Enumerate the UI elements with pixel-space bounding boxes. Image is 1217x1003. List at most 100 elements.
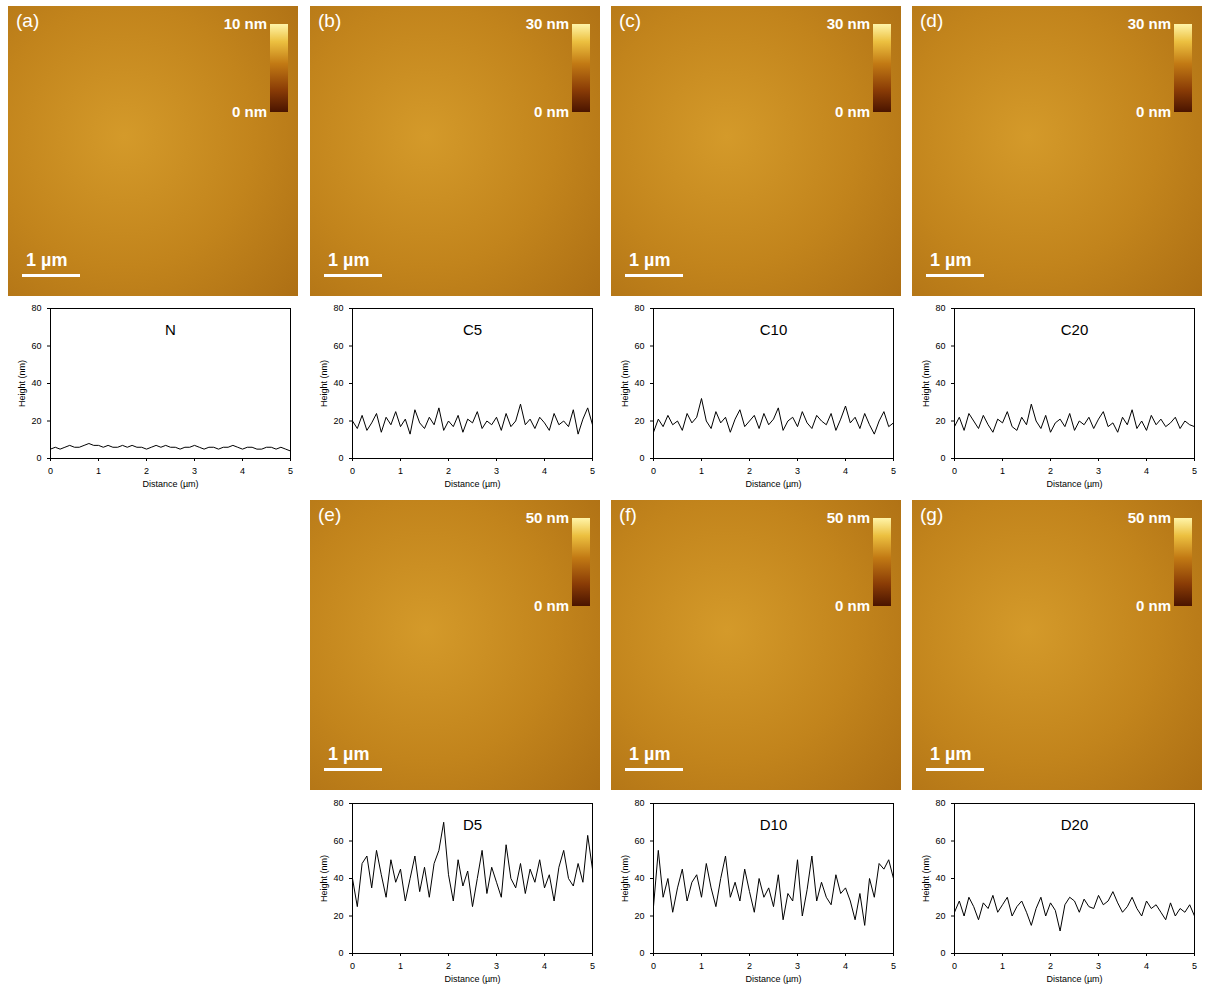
svg-text:Distance (µm): Distance (µm) [1046, 974, 1102, 984]
svg-text:Height (nm): Height (nm) [620, 360, 630, 407]
svg-text:Distance (µm): Distance (µm) [745, 479, 801, 489]
svg-text:3: 3 [795, 466, 800, 476]
svg-text:Distance (µm): Distance (µm) [745, 974, 801, 984]
svg-text:1: 1 [1000, 961, 1005, 971]
svg-text:2: 2 [446, 961, 451, 971]
svg-text:20: 20 [935, 911, 945, 921]
svg-text:20: 20 [333, 911, 343, 921]
svg-text:Height (nm): Height (nm) [921, 855, 931, 902]
svg-text:1: 1 [96, 466, 101, 476]
svg-text:5: 5 [891, 961, 896, 971]
svg-text:Height (nm): Height (nm) [921, 360, 931, 407]
svg-text:2: 2 [144, 466, 149, 476]
svg-text:D20: D20 [1061, 816, 1089, 833]
svg-text:20: 20 [634, 416, 644, 426]
svg-text:Distance (µm): Distance (µm) [444, 479, 500, 489]
svg-text:80: 80 [333, 303, 343, 313]
svg-text:4: 4 [843, 961, 848, 971]
svg-text:40: 40 [333, 873, 343, 883]
svg-text:4: 4 [1144, 466, 1149, 476]
svg-text:3: 3 [494, 466, 499, 476]
svg-text:4: 4 [1144, 961, 1149, 971]
svg-text:0: 0 [639, 948, 644, 958]
svg-text:40: 40 [935, 873, 945, 883]
svg-text:3: 3 [1096, 961, 1101, 971]
svg-text:60: 60 [31, 341, 41, 351]
svg-text:1: 1 [699, 961, 704, 971]
svg-text:5: 5 [590, 466, 595, 476]
svg-text:4: 4 [542, 466, 547, 476]
svg-text:N: N [165, 321, 176, 338]
svg-text:80: 80 [333, 798, 343, 808]
svg-text:Height (nm): Height (nm) [319, 360, 329, 407]
svg-text:4: 4 [240, 466, 245, 476]
svg-text:60: 60 [333, 341, 343, 351]
svg-text:5: 5 [891, 466, 896, 476]
svg-text:Distance (µm): Distance (µm) [1046, 479, 1102, 489]
svg-text:5: 5 [590, 961, 595, 971]
svg-text:4: 4 [542, 961, 547, 971]
svg-text:1: 1 [398, 466, 403, 476]
svg-text:60: 60 [333, 836, 343, 846]
svg-text:40: 40 [634, 873, 644, 883]
svg-text:0: 0 [940, 453, 945, 463]
svg-text:80: 80 [634, 798, 644, 808]
svg-text:3: 3 [192, 466, 197, 476]
svg-text:40: 40 [333, 378, 343, 388]
svg-text:Distance (µm): Distance (µm) [444, 974, 500, 984]
svg-text:40: 40 [935, 378, 945, 388]
svg-text:1: 1 [398, 961, 403, 971]
svg-text:0: 0 [350, 961, 355, 971]
svg-text:0: 0 [651, 961, 656, 971]
svg-text:60: 60 [634, 341, 644, 351]
svg-text:3: 3 [795, 961, 800, 971]
svg-text:Height (nm): Height (nm) [620, 855, 630, 902]
svg-text:0: 0 [639, 453, 644, 463]
html-text:(a): (a) [16, 10, 40, 31]
svg-text:C20: C20 [1061, 321, 1089, 338]
svg-text:60: 60 [935, 341, 945, 351]
svg-text:0: 0 [952, 961, 957, 971]
svg-text:0: 0 [350, 466, 355, 476]
svg-text:5: 5 [1192, 466, 1197, 476]
svg-text:0: 0 [338, 948, 343, 958]
svg-text:20: 20 [634, 911, 644, 921]
svg-text:40: 40 [31, 378, 41, 388]
svg-text:4: 4 [843, 466, 848, 476]
svg-text:80: 80 [31, 303, 41, 313]
svg-text:C5: C5 [463, 321, 482, 338]
svg-text:0: 0 [338, 453, 343, 463]
svg-text:C10: C10 [760, 321, 788, 338]
svg-text:2: 2 [747, 466, 752, 476]
svg-text:Distance (µm): Distance (µm) [142, 479, 198, 489]
svg-text:0: 0 [48, 466, 53, 476]
svg-text:0: 0 [651, 466, 656, 476]
svg-text:0: 0 [952, 466, 957, 476]
svg-text:2: 2 [747, 961, 752, 971]
svg-text:60: 60 [634, 836, 644, 846]
html-text:(b): (b) [318, 10, 342, 31]
svg-text:80: 80 [935, 798, 945, 808]
svg-text:Height (nm): Height (nm) [319, 855, 329, 902]
svg-text:0: 0 [940, 948, 945, 958]
svg-text:2: 2 [446, 466, 451, 476]
svg-text:2: 2 [1048, 466, 1053, 476]
svg-text:5: 5 [1192, 961, 1197, 971]
svg-text:1: 1 [1000, 466, 1005, 476]
svg-text:20: 20 [31, 416, 41, 426]
svg-text:20: 20 [333, 416, 343, 426]
svg-text:0: 0 [36, 453, 41, 463]
svg-text:40: 40 [634, 378, 644, 388]
svg-text:1: 1 [699, 466, 704, 476]
svg-text:20: 20 [935, 416, 945, 426]
svg-text:3: 3 [494, 961, 499, 971]
svg-text:60: 60 [935, 836, 945, 846]
svg-text:5: 5 [288, 466, 293, 476]
svg-text:Height (nm): Height (nm) [17, 360, 27, 407]
svg-text:80: 80 [634, 303, 644, 313]
svg-text:2: 2 [1048, 961, 1053, 971]
svg-text:D5: D5 [463, 816, 482, 833]
svg-text:3: 3 [1096, 466, 1101, 476]
svg-text:80: 80 [935, 303, 945, 313]
svg-text:D10: D10 [760, 816, 788, 833]
